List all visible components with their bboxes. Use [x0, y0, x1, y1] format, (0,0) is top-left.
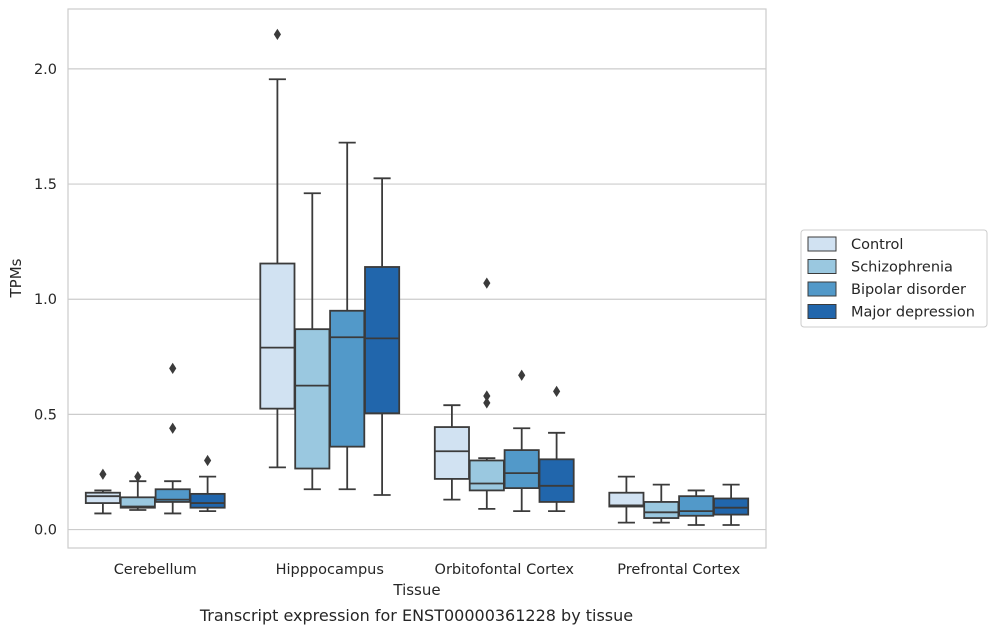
legend-frame [800, 229, 988, 328]
box-bipolar-disorder [503, 369, 540, 513]
outlier-point [483, 397, 491, 409]
box-control [608, 475, 645, 524]
box-control [84, 468, 121, 515]
box-schizophrenia [294, 192, 331, 491]
box-layer [84, 28, 750, 526]
legend: Control Schizophrenia Bipolar disorder Majo… [800, 229, 988, 328]
legend-swatch [807, 236, 837, 252]
box-body [433, 426, 470, 480]
outlier-point [204, 454, 212, 467]
outlier-point [169, 362, 177, 374]
x-tick-label: Prefrontal Cortex [617, 562, 740, 578]
box-schizophrenia [468, 277, 505, 510]
outlier-point [553, 385, 561, 397]
box-major-depression [364, 177, 401, 496]
outlier-point [273, 28, 281, 40]
box-body [608, 491, 645, 508]
box-schizophrenia [119, 470, 156, 511]
outlier-point [134, 470, 142, 483]
y-tick-label: 0.0 [34, 523, 57, 539]
box-body [713, 497, 750, 516]
box-bipolar-disorder [678, 489, 715, 526]
box-control [259, 28, 296, 469]
box-body [364, 266, 401, 415]
legend-label: Major depression [851, 305, 975, 321]
box-body [643, 501, 680, 519]
x-tick-label: Hipppocampus [276, 562, 384, 578]
legend-swatch [807, 259, 837, 274]
outlier-point [99, 468, 107, 480]
box-body [189, 492, 226, 509]
y-tick-label: 1.0 [34, 292, 57, 308]
x-tick-labels: Cerebellum Hipppocampus Orbitofontal Corte… [114, 562, 741, 578]
y-tick-label: 0.5 [34, 407, 57, 423]
outlier-point [483, 390, 491, 402]
x-axis-label: Tissue [392, 581, 440, 599]
box-control [433, 404, 470, 501]
box-bipolar-disorder [329, 141, 366, 491]
y-axis-label: TPMs [7, 258, 25, 298]
y-tick-labels: 0.0 0.5 1.0 1.5 2.0 [34, 62, 57, 539]
outlier-point [483, 277, 491, 289]
box-body [259, 262, 296, 410]
y-tick-label: 1.5 [34, 177, 57, 193]
y-tick-label: 2.0 [34, 62, 57, 78]
box-body [468, 459, 505, 492]
legend-label: Bipolar disorder [851, 282, 966, 298]
legend-label: Control [851, 237, 903, 253]
gridlines [68, 68, 766, 531]
legend-swatch [807, 304, 837, 319]
box-body [329, 309, 366, 448]
box-major-depression [538, 385, 575, 513]
x-tick-label: Orbitofontal Cortex [435, 562, 575, 578]
x-tick-label: Cerebellum [114, 562, 197, 578]
box-bipolar-disorder [154, 362, 191, 515]
box-body [294, 328, 331, 470]
outlier-point [169, 422, 177, 434]
box-body [84, 491, 121, 504]
legend-label: Schizophrenia [851, 260, 953, 276]
box-body [503, 449, 540, 490]
box-body [538, 458, 575, 503]
chart-caption: Transcript expression for ENST0000036122… [199, 606, 634, 625]
plot-frame [67, 8, 767, 549]
box-body [678, 495, 715, 517]
box-major-depression [713, 483, 750, 526]
box-schizophrenia [643, 483, 680, 524]
box-major-depression [189, 454, 226, 513]
legend-swatch [807, 281, 837, 297]
outlier-point [518, 369, 526, 381]
